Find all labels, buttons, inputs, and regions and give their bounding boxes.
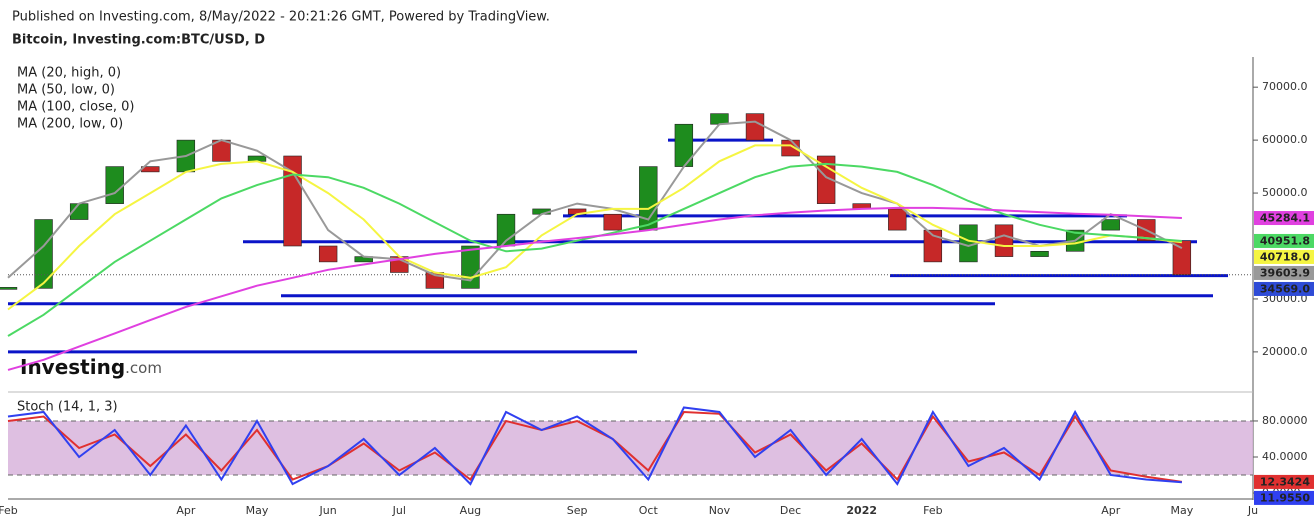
series-line — [7, 406, 1182, 486]
x-tick-label: May — [246, 504, 269, 517]
series-line — [7, 206, 1182, 371]
candle — [0, 287, 18, 290]
published-note: Published on Investing.com, 8/May/2022 -… — [12, 10, 550, 25]
x-tick-label: 2022 — [846, 504, 877, 517]
x-tick-label: Sep — [567, 504, 588, 517]
price-tag-label: 40951.8 — [1260, 234, 1310, 247]
x-tick-label: Dec — [780, 504, 801, 517]
candle — [888, 208, 907, 231]
logo: Investing.com — [20, 355, 162, 379]
candle — [745, 113, 765, 141]
candle — [639, 166, 658, 231]
x-tick-label: Apr — [1101, 504, 1121, 517]
price-tag — [1254, 211, 1314, 226]
price-tag — [1254, 265, 1314, 280]
legend-entry: MA (20, high, 0) — [17, 66, 121, 81]
price-tag — [1254, 490, 1314, 505]
price-tag-label: 34569.0 — [1260, 282, 1310, 295]
price-tag — [1254, 281, 1314, 296]
logo-suffix: .com — [125, 359, 162, 377]
candle — [461, 245, 480, 289]
price-tag-label: 45284.1 — [1260, 212, 1310, 225]
series-line — [7, 144, 1183, 311]
y-tick-label: 80.0000 — [1262, 414, 1308, 427]
x-tick-label: Nov — [709, 504, 731, 517]
logo-main: Investing — [20, 355, 125, 379]
candle — [105, 166, 124, 204]
price-tag-label: 11.9550 — [1260, 491, 1310, 504]
legend-entry: MA (100, close, 0) — [17, 100, 134, 115]
y-tick-label: 20000.0 — [1262, 345, 1308, 358]
price-tag-label: 12.3424 — [1260, 475, 1310, 488]
series-line — [7, 120, 1183, 282]
x-tick-label: Feb — [0, 504, 18, 517]
price-tag-label: 40718.0 — [1260, 250, 1310, 263]
y-tick-label: 60000.0 — [1262, 133, 1308, 146]
price-tag-label: 39603.9 — [1260, 266, 1310, 279]
x-tick-label: Feb — [923, 504, 942, 517]
chart-title: Bitcoin, Investing.com:BTC/USD, D — [12, 33, 265, 48]
y-tick-label: 40.0000 — [1262, 450, 1308, 463]
x-tick-label: Oct — [639, 504, 659, 517]
x-tick-label: May — [1170, 504, 1193, 517]
candle — [603, 213, 622, 231]
candle — [816, 155, 836, 204]
legend-entry: MA (200, low, 0) — [17, 117, 123, 132]
candle — [1030, 250, 1049, 257]
candle — [318, 245, 338, 263]
candle — [923, 229, 943, 263]
candle — [1101, 219, 1120, 231]
candle — [994, 224, 1014, 257]
x-tick-label: Aug — [460, 504, 481, 517]
y-tick-label: 70000.0 — [1262, 80, 1308, 93]
x-tick-label: Jun — [319, 504, 337, 517]
price-tag — [1254, 474, 1314, 489]
legend-entry: MA (50, low, 0) — [17, 83, 115, 98]
candle — [710, 113, 729, 125]
price-tag — [1254, 249, 1314, 264]
x-tick-label: Ju — [1247, 504, 1258, 517]
y-tick-label: 50000.0 — [1262, 186, 1308, 199]
stoch-title: Stoch (14, 1, 3) — [17, 400, 118, 415]
price-tag — [1254, 233, 1314, 248]
x-tick-label: Jul — [392, 504, 406, 517]
x-tick-label: Apr — [176, 504, 196, 517]
